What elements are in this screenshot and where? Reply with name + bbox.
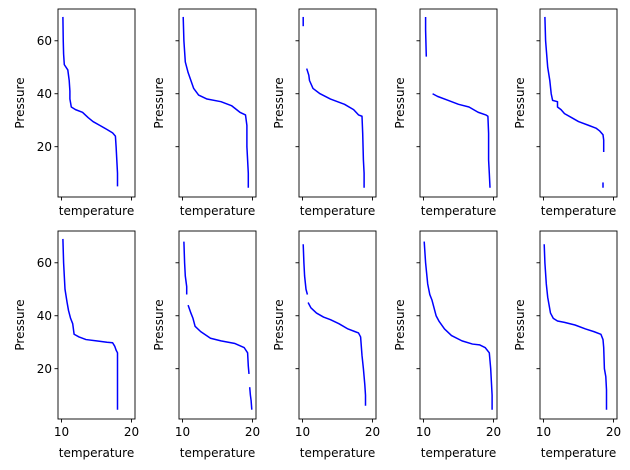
temperature-profile-line (424, 16, 428, 57)
y-axis-label: Pressure (513, 77, 527, 128)
temperature-profile-line (305, 68, 365, 188)
temperature-profile-line (423, 241, 493, 410)
y-axis-label: Pressure (513, 299, 527, 350)
temperature-profile-line (182, 16, 250, 188)
x-axis-label: temperature (180, 204, 255, 218)
axes-frame (57, 8, 136, 198)
axes-frame (178, 230, 257, 420)
x-tick-label: 20 (365, 425, 380, 439)
x-tick-label: 20 (486, 425, 501, 439)
temperature-profile-line (248, 387, 253, 410)
y-tick-label: 40 (37, 87, 52, 101)
x-tick-label: 20 (124, 425, 139, 439)
temperature-profile-line (183, 241, 188, 295)
y-axis-label: Pressure (393, 77, 407, 128)
y-axis-label: Pressure (13, 77, 27, 128)
x-tick-label: 10 (54, 425, 69, 439)
subplot-5: temperature Pressure (513, 8, 618, 218)
subplot-3: temperature Pressure (272, 8, 377, 218)
axes-frame (539, 8, 618, 198)
x-axis-label: temperature (59, 446, 134, 460)
subplot-4: temperature Pressure (393, 8, 498, 218)
x-axis-label: temperature (541, 204, 616, 218)
subplot-10: 10 20 temperature Pressure (513, 230, 621, 460)
x-tick-label: 10 (536, 425, 551, 439)
subplot-9: 10 20 temperature Pressure (393, 230, 501, 460)
temperature-profile-line (187, 304, 250, 375)
subplot-1: 20 40 60 temperature Pressure (13, 8, 136, 218)
y-tick-label: 40 (37, 309, 52, 323)
axes-frame (419, 230, 498, 420)
y-axis-label: Pressure (152, 77, 166, 128)
x-axis-label: temperature (421, 204, 496, 218)
temperature-profile-line (62, 16, 119, 187)
y-axis-label: Pressure (152, 299, 166, 350)
axes-frame (419, 8, 498, 198)
x-tick-label: 10 (175, 425, 190, 439)
y-tick-label: 60 (37, 256, 52, 270)
y-axis-label: Pressure (272, 77, 286, 128)
temperature-profile-line (543, 244, 608, 410)
axes-frame (298, 230, 377, 420)
subplot-7: 10 20 temperature Pressure (152, 230, 260, 460)
x-tick-label: 20 (606, 425, 621, 439)
axes-frame (57, 230, 136, 420)
x-axis-label: temperature (300, 446, 375, 460)
x-axis-label: temperature (421, 446, 496, 460)
y-tick-label: 20 (37, 140, 52, 154)
subplot-6: 20 40 60 10 20 temperature Pressure (13, 230, 139, 460)
x-tick-label: 10 (295, 425, 310, 439)
x-axis-label: temperature (300, 204, 375, 218)
temperature-profile-line (62, 238, 119, 410)
axes-frame (539, 230, 618, 420)
axes-frame (178, 8, 257, 198)
x-axis-label: temperature (180, 446, 255, 460)
x-tick-label: 10 (416, 425, 431, 439)
y-axis-label: Pressure (393, 299, 407, 350)
temperature-profile-line (307, 302, 367, 406)
temperature-profile-line (544, 16, 605, 152)
subplot-8: 10 20 temperature Pressure (272, 230, 380, 460)
y-tick-label: 60 (37, 34, 52, 48)
x-axis-label: temperature (541, 446, 616, 460)
y-tick-label: 20 (37, 362, 52, 376)
x-tick-label: 20 (245, 425, 260, 439)
temperature-profile-line (302, 244, 309, 295)
temperature-profile-line (432, 93, 491, 188)
y-axis-label: Pressure (272, 299, 286, 350)
axes-frame (298, 8, 377, 198)
subplot-2: temperature Pressure (152, 8, 257, 218)
y-axis-label: Pressure (13, 299, 27, 350)
x-axis-label: temperature (59, 204, 134, 218)
